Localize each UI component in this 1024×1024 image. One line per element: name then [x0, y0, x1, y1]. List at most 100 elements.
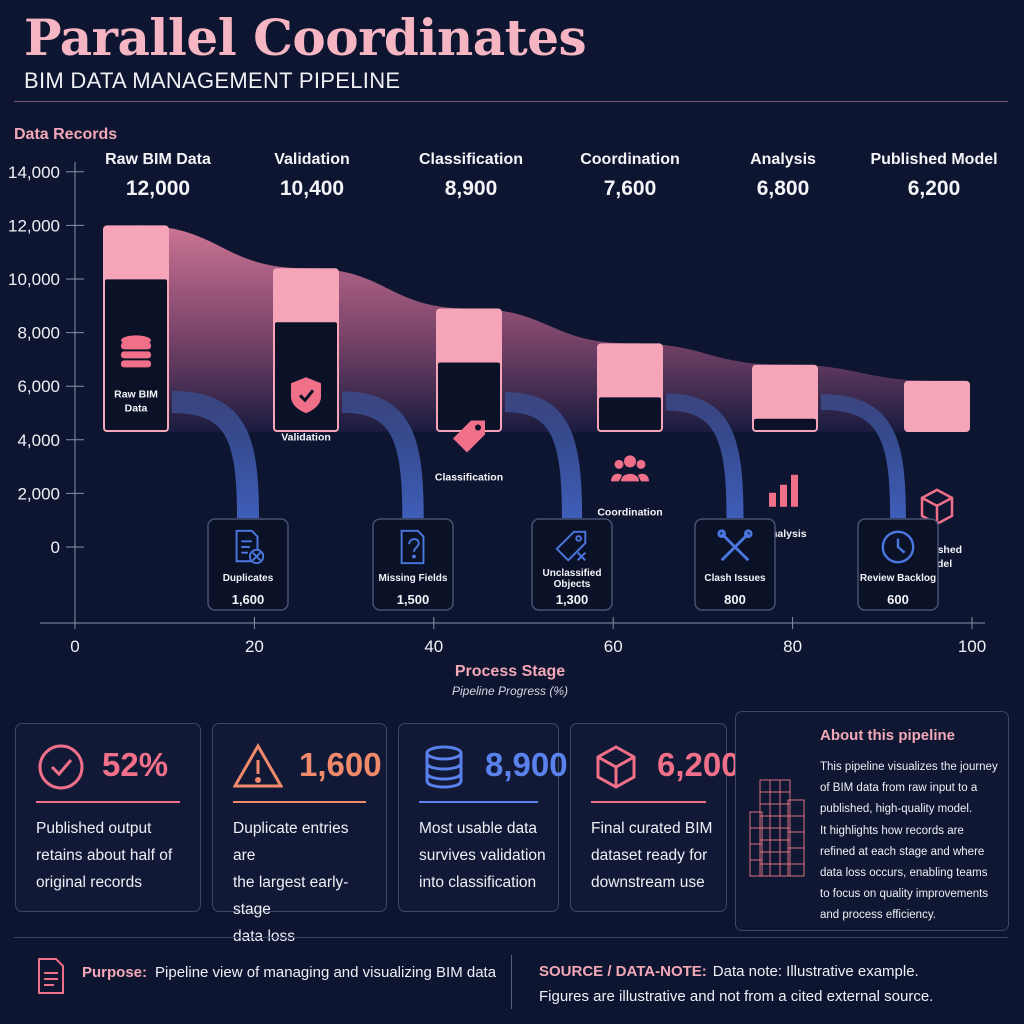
stage-card: Analysis [752, 364, 818, 540]
kpi-value: 1,600 [299, 746, 382, 783]
loss-card-label: Unclassified [543, 568, 602, 579]
stage-card-label: Coordination [597, 506, 662, 518]
kpi-published-share: 52% Published output retains about half of… [15, 723, 201, 912]
about-line: published, high-quality model. [820, 803, 973, 816]
kpi-description-line: Duplicate entries are [233, 820, 349, 864]
about-line: and process efficiency. [820, 909, 936, 922]
x-tick-label: 20 [245, 637, 264, 656]
loss-ribbon [820, 394, 906, 519]
loss-card-value: 800 [724, 592, 746, 607]
stage-header-name: Classification [419, 151, 523, 168]
stage-card-label: Raw BIM [114, 388, 158, 400]
stage-card-label: Classification [435, 471, 503, 483]
stage-card-body [599, 397, 661, 430]
tools-cross-icon [717, 529, 753, 562]
stage-header-value: 6,800 [757, 177, 810, 200]
loss-card-value: 1,500 [397, 592, 430, 607]
x-tick-label: 40 [424, 637, 443, 656]
loss-card-label: Objects [554, 579, 591, 590]
y-tick-label: 0 [51, 538, 60, 557]
kpi-description-line: Most usable data [419, 820, 538, 837]
y-tick-label: 12,000 [8, 216, 60, 235]
loss-card: Review Backlog 600 [857, 518, 939, 611]
source-key: SOURCE / DATA-NOTE: [539, 963, 707, 980]
loss-card-frame [207, 518, 289, 611]
stage-header-name: Analysis [750, 151, 816, 168]
loss-card-layer: Duplicates 1,600 Missing Fields 1,500 Unclas… [207, 518, 939, 611]
pipeline-chart: Data Records 0 2,000 4,000 6,000 8,000 10,000 1… [8, 126, 998, 698]
about-line: refined at each stage and where [820, 845, 985, 858]
kpi-description-line: original records [36, 874, 142, 891]
kpi-value: 52% [102, 746, 169, 783]
source-note: SOURCE / DATA-NOTE: Data note: Illustrati… [539, 959, 1009, 1009]
kpi-description: Most usable data survives validation into … [419, 815, 546, 896]
kpi-description-line: the largest early-stage [233, 874, 349, 918]
bar-chart-icon [769, 474, 798, 507]
stage-header-name: Raw BIM Data [105, 151, 211, 168]
y-tick-label: 14,000 [8, 163, 60, 182]
loss-ribbon-layer [171, 391, 906, 519]
loss-card-label: Missing Fields [379, 573, 448, 584]
loss-card-label: Clash Issues [704, 573, 766, 584]
page-title: Parallel Coordinates [24, 8, 587, 67]
stage-label-layer: Raw BIM Data 12,000 Validation 10,400 Classi… [105, 151, 997, 200]
stage-card-label: Validation [281, 431, 331, 443]
stage-header-value: 12,000 [126, 177, 190, 200]
team-icon [611, 455, 649, 482]
loss-card: Duplicates 1,600 [207, 518, 289, 611]
about-line: data loss occurs, enabling teams [820, 867, 988, 880]
about-title: About this pipeline [820, 727, 955, 744]
y-tick-label: 2,000 [17, 484, 60, 503]
y-tick-label: 10,000 [8, 270, 60, 289]
x-tick-label: 60 [604, 637, 623, 656]
stage-card: Coordination [597, 343, 663, 518]
clock-icon [881, 530, 915, 564]
x-axis-title: Process Stage [455, 663, 565, 680]
loss-ribbon [504, 391, 583, 519]
y-axis-title: Data Records [14, 126, 117, 143]
stage-card: Validation [273, 268, 339, 443]
cube-icon [596, 745, 636, 789]
database-icon [121, 335, 151, 368]
stage-card-label: Data [125, 402, 148, 414]
kpi-description: Final curated BIM dataset ready for downst… [591, 815, 714, 896]
kpi-description-line: Final curated BIM [591, 820, 713, 837]
tag-icon [453, 420, 485, 453]
database-icon [425, 745, 463, 789]
stage-card-layer: Raw BIM Data Validation Classification Coord… [103, 225, 970, 570]
kpi-description-line: survives validation [419, 847, 546, 864]
stage-header-value: 7,600 [604, 177, 657, 200]
kpi-duplicates: 1,600 Duplicate entries are the largest ea… [212, 723, 387, 945]
about-line: This pipeline visualizes the journey [820, 761, 998, 773]
kpi-description-line: data loss [233, 928, 296, 945]
x-tick-label: 80 [783, 637, 802, 656]
stage-card: Classification [435, 308, 503, 483]
page-subtitle: BIM DATA MANAGEMENT PIPELINE [24, 68, 401, 93]
stage-header-name: Published Model [870, 151, 997, 168]
y-tick-label: 4,000 [17, 431, 60, 450]
axes-layer: Data Records 0 2,000 4,000 6,000 8,000 10,000 1… [8, 126, 986, 698]
loss-card-frame [857, 518, 939, 611]
building-icon [749, 779, 805, 877]
source-text-1: Data note: Illustrative example. [712, 963, 919, 980]
y-tick-label: 6,000 [17, 377, 60, 396]
purpose-text: Pipeline view of managing and visualizin… [155, 964, 497, 981]
x-axis-subtitle: Pipeline Progress (%) [452, 684, 568, 698]
footer-separator [511, 955, 512, 1009]
stage-header-name: Coordination [580, 151, 680, 168]
loss-card-frame [372, 518, 454, 611]
kpi-divider [591, 801, 706, 803]
stage-card: Raw BIM Data [103, 225, 169, 432]
loss-ribbon [341, 391, 424, 519]
loss-ribbon [665, 393, 744, 519]
document-icon [38, 958, 64, 994]
about-line: It highlights how records are [820, 824, 964, 837]
footer-divider [14, 937, 1008, 938]
loss-card-frame [531, 518, 613, 611]
loss-card-value: 1,600 [232, 592, 265, 607]
loss-ribbon [171, 391, 259, 519]
kpi-value: 6,200 [657, 746, 740, 783]
check-circle-icon [38, 744, 84, 790]
stage-card-cap [752, 364, 818, 432]
